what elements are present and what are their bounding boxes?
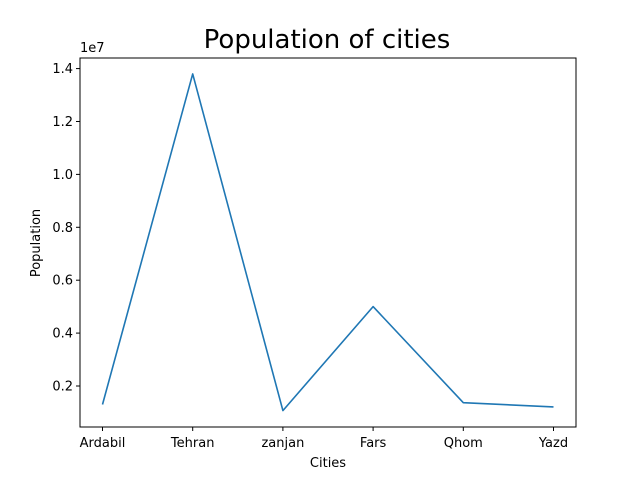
- x-tick-label-ardabil: Ardabil: [80, 436, 126, 451]
- y-offset-label: 1e7: [80, 41, 105, 56]
- x-tick-label-zanjan: zanjan: [261, 436, 304, 451]
- y-tick-label: 1.2: [52, 115, 73, 130]
- y-axis: 0.2 0.4 0.6 0.8 1.0 1.2 1.4: [52, 62, 80, 395]
- y-tick-label: 0.4: [52, 327, 73, 342]
- plot-frame: [79, 57, 577, 428]
- y-tick-label: 0.2: [52, 380, 73, 395]
- x-tick-label-fars: Fars: [360, 436, 387, 451]
- y-tick-label: 0.8: [52, 221, 73, 236]
- y-tick-label: 1.4: [52, 62, 73, 77]
- x-axis-label: Cities: [310, 456, 346, 471]
- y-tick-label: 0.6: [52, 274, 73, 289]
- y-tick-label: 1.0: [52, 168, 73, 183]
- x-tick-label-tehran: Tehran: [170, 436, 215, 451]
- series-group: [101, 73, 554, 412]
- x-axis: Ardabil Tehran zanjan Fars Qhom Yazd: [80, 427, 568, 451]
- series-line-population: [101, 73, 554, 412]
- y-axis-label: Population: [29, 209, 44, 277]
- x-tick-label-qhom: Qhom: [444, 436, 483, 451]
- x-tick-label-yazd: Yazd: [538, 436, 568, 451]
- chart-title: Population of cities: [204, 25, 451, 55]
